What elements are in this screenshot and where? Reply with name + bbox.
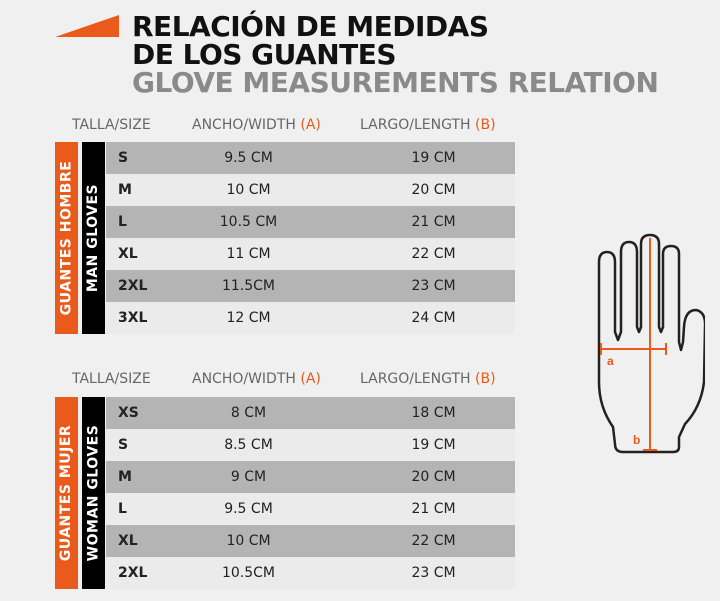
header-size: TALLA/SIZE: [72, 117, 151, 133]
table-row: S 9.5 CM 19 CM: [106, 142, 515, 174]
cell-length: 19 CM: [411, 150, 456, 166]
table-row: XS 8 CM 18 CM: [106, 397, 515, 429]
cell-length: 21 CM: [411, 501, 456, 517]
cell-width: 8 CM: [230, 405, 267, 421]
cell-width: 10 CM: [226, 533, 271, 549]
cell-length: 24 CM: [411, 310, 456, 326]
cell-length: 20 CM: [411, 469, 456, 485]
cell-size: S: [118, 437, 129, 453]
table-row: 2XL 10.5CM 23 CM: [106, 557, 515, 589]
cell-width: 9 CM: [230, 469, 267, 485]
cell-length: 21 CM: [411, 214, 456, 230]
title-line-1: RELACIÓN DE MEDIDAS: [132, 10, 489, 43]
cell-width: 9.5 CM: [224, 501, 273, 517]
cell-size: XS: [118, 405, 139, 421]
cell-width: 8.5 CM: [224, 437, 273, 453]
cell-length: 23 CM: [411, 565, 456, 581]
table-row: L 10.5 CM 21 CM: [106, 206, 515, 238]
women-label-en: WOMAN GLOVES: [82, 397, 105, 589]
women-label-es: GUANTES MUJER: [55, 397, 78, 589]
table-row: XL 11 CM 22 CM: [106, 238, 515, 270]
orange-triangle-decoration: [55, 15, 119, 37]
title-english: GLOVE MEASUREMENTS RELATION: [132, 66, 659, 99]
cell-width: 9.5 CM: [224, 150, 273, 166]
cell-width: 11 CM: [226, 246, 271, 262]
table-row: L 9.5 CM 21 CM: [106, 493, 515, 525]
cell-size: M: [118, 182, 132, 198]
cell-size: XL: [118, 246, 138, 262]
header-width: ANCHO/WIDTH (A): [192, 371, 321, 387]
cell-size: S: [118, 150, 129, 166]
cell-length: 23 CM: [411, 278, 456, 294]
cell-width: 10 CM: [226, 182, 271, 198]
hand-measurement-diagram: a b: [597, 233, 705, 454]
header-length: LARGO/LENGTH (B): [360, 371, 496, 387]
table-row: XL 10 CM 22 CM: [106, 525, 515, 557]
cell-size: 2XL: [118, 565, 148, 581]
label-b: b: [633, 433, 640, 447]
table-row: 2XL 11.5CM 23 CM: [106, 270, 515, 302]
cell-width: 12 CM: [226, 310, 271, 326]
table-row: S 8.5 CM 19 CM: [106, 429, 515, 461]
header-size: TALLA/SIZE: [72, 371, 151, 387]
table-row: M 10 CM 20 CM: [106, 174, 515, 206]
cell-width: 11.5CM: [221, 278, 276, 294]
men-label-en: MAN GLOVES: [82, 142, 105, 334]
cell-length: 22 CM: [411, 246, 456, 262]
table-row: M 9 CM 20 CM: [106, 461, 515, 493]
cell-size: XL: [118, 533, 138, 549]
cell-length: 18 CM: [411, 405, 456, 421]
cell-size: 2XL: [118, 278, 148, 294]
table-row: 3XL 12 CM 24 CM: [106, 302, 515, 334]
header-width: ANCHO/WIDTH (A): [192, 117, 321, 133]
men-label-es: GUANTES HOMBRE: [55, 142, 78, 334]
cell-length: 20 CM: [411, 182, 456, 198]
cell-width: 10.5 CM: [219, 214, 278, 230]
cell-length: 19 CM: [411, 437, 456, 453]
hand-outline: [597, 233, 705, 454]
cell-length: 22 CM: [411, 533, 456, 549]
cell-size: L: [118, 501, 127, 517]
cell-size: L: [118, 214, 127, 230]
label-a: a: [607, 354, 614, 368]
cell-width: 10.5CM: [221, 565, 276, 581]
cell-size: M: [118, 469, 132, 485]
header-length: LARGO/LENGTH (B): [360, 117, 496, 133]
cell-size: 3XL: [118, 310, 148, 326]
title-line-2: DE LOS GUANTES: [132, 38, 397, 71]
